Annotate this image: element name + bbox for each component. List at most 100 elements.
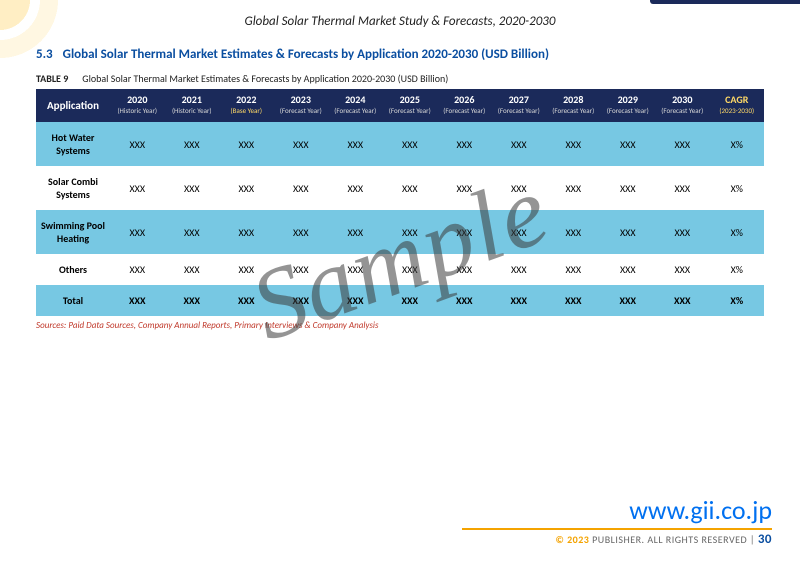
cagr-value: X% — [710, 122, 765, 166]
col-year: 2028(Forecast Year) — [546, 89, 601, 122]
row-label: Total — [36, 285, 110, 316]
table-caption-text: Global Solar Thermal Market Estimates & … — [82, 72, 448, 85]
cell-value: XXX — [165, 285, 220, 316]
cell-value: XXX — [219, 210, 274, 254]
content-area: 5.3Global Solar Thermal Market Estimates… — [0, 39, 800, 331]
cell-value: XXX — [655, 122, 710, 166]
col-year: 2025(Forecast Year) — [383, 89, 438, 122]
table-row: OthersXXXXXXXXXXXXXXXXXXXXXXXXXXXXXXXXXX… — [36, 254, 764, 285]
cell-value: XXX — [601, 254, 656, 285]
cell-value: XXX — [110, 166, 165, 210]
cell-value: XXX — [165, 166, 220, 210]
cell-value: XXX — [383, 254, 438, 285]
page-number: 30 — [758, 532, 772, 547]
cagr-value: X% — [710, 210, 765, 254]
col-year: 2020(Historic Year) — [110, 89, 165, 122]
table-caption: TABLE 9Global Solar Thermal Market Estim… — [36, 72, 764, 85]
cell-value: XXX — [492, 254, 547, 285]
cell-value: XXX — [437, 254, 492, 285]
cell-value: XXX — [165, 210, 220, 254]
col-year: 2029(Forecast Year) — [601, 89, 656, 122]
document-title: Global Solar Thermal Market Study & Fore… — [245, 14, 556, 29]
cell-value: XXX — [437, 166, 492, 210]
cagr-value: X% — [710, 285, 765, 316]
table-row: TotalXXXXXXXXXXXXXXXXXXXXXXXXXXXXXXXXXX% — [36, 285, 764, 316]
sources-note: Sources: Paid Data Sources, Company Annu… — [36, 320, 764, 331]
copyright-year: 2023 — [567, 533, 589, 546]
cell-value: XXX — [546, 210, 601, 254]
cell-value: XXX — [546, 254, 601, 285]
cell-value: XXX — [328, 210, 383, 254]
cell-value: XXX — [546, 122, 601, 166]
cagr-value: X% — [710, 166, 765, 210]
cell-value: XXX — [383, 166, 438, 210]
footer-divider — [462, 528, 772, 530]
cell-value: XXX — [274, 254, 329, 285]
page-footer: www.gii.co.jp © 2023 PUBLISHER. ALL RIGH… — [462, 494, 772, 547]
cell-value: XXX — [219, 122, 274, 166]
cell-value: XXX — [110, 285, 165, 316]
cell-value: XXX — [655, 285, 710, 316]
section-heading: 5.3Global Solar Thermal Market Estimates… — [36, 47, 764, 62]
cell-value: XXX — [437, 122, 492, 166]
row-label: Others — [36, 254, 110, 285]
cell-value: XXX — [219, 285, 274, 316]
row-label: Solar Combi Systems — [36, 166, 110, 210]
footer-copyright: © 2023 PUBLISHER. ALL RIGHTS RESERVED | … — [462, 532, 772, 547]
col-year: 2030(Forecast Year) — [655, 89, 710, 122]
cell-value: XXX — [219, 254, 274, 285]
table-row: Swimming Pool HeatingXXXXXXXXXXXXXXXXXXX… — [36, 210, 764, 254]
table-head: Application2020(Historic Year)2021(Histo… — [36, 89, 764, 122]
cell-value: XXX — [383, 122, 438, 166]
col-year: 2023(Forecast Year) — [274, 89, 329, 122]
row-label: Hot Water Systems — [36, 122, 110, 166]
cell-value: XXX — [274, 122, 329, 166]
col-year: 2026(Forecast Year) — [437, 89, 492, 122]
cell-value: XXX — [274, 166, 329, 210]
cell-value: XXX — [328, 122, 383, 166]
cell-value: XXX — [492, 122, 547, 166]
col-year: 2024(Forecast Year) — [328, 89, 383, 122]
cell-value: XXX — [437, 285, 492, 316]
cell-value: XXX — [601, 122, 656, 166]
cell-value: XXX — [165, 254, 220, 285]
copyright-symbol: © — [555, 533, 564, 546]
cell-value: XXX — [601, 166, 656, 210]
cell-value: XXX — [546, 166, 601, 210]
cell-value: XXX — [328, 285, 383, 316]
cell-value: XXX — [165, 122, 220, 166]
col-year: 2022(Base Year) — [219, 89, 274, 122]
cell-value: XXX — [655, 254, 710, 285]
cell-value: XXX — [110, 122, 165, 166]
table-row: Solar Combi SystemsXXXXXXXXXXXXXXXXXXXXX… — [36, 166, 764, 210]
cell-value: XXX — [492, 210, 547, 254]
copyright-text: PUBLISHER. ALL RIGHTS RESERVED — [592, 533, 747, 546]
cell-value: XXX — [655, 210, 710, 254]
footer-url: www.gii.co.jp — [462, 494, 772, 526]
cell-value: XXX — [601, 285, 656, 316]
col-application: Application — [36, 89, 110, 122]
row-label: Swimming Pool Heating — [36, 210, 110, 254]
cell-value: XXX — [110, 210, 165, 254]
cell-value: XXX — [383, 285, 438, 316]
section-title-text: Global Solar Thermal Market Estimates & … — [63, 47, 549, 62]
cell-value: XXX — [328, 166, 383, 210]
page-header: Global Solar Thermal Market Study & Fore… — [0, 0, 800, 39]
footer-sep: | — [747, 533, 758, 546]
table-row: Hot Water SystemsXXXXXXXXXXXXXXXXXXXXXXX… — [36, 122, 764, 166]
col-cagr: CAGR(2023-2030) — [710, 89, 765, 122]
col-year: 2027(Forecast Year) — [492, 89, 547, 122]
cell-value: XXX — [655, 166, 710, 210]
cell-value: XXX — [437, 210, 492, 254]
cell-value: XXX — [274, 210, 329, 254]
forecast-table: Application2020(Historic Year)2021(Histo… — [36, 89, 764, 316]
cell-value: XXX — [383, 210, 438, 254]
cell-value: XXX — [546, 285, 601, 316]
cell-value: XXX — [601, 210, 656, 254]
cagr-value: X% — [710, 254, 765, 285]
cell-value: XXX — [492, 166, 547, 210]
cell-value: XXX — [110, 254, 165, 285]
cell-value: XXX — [219, 166, 274, 210]
cell-value: XXX — [328, 254, 383, 285]
col-year: 2021(Historic Year) — [165, 89, 220, 122]
